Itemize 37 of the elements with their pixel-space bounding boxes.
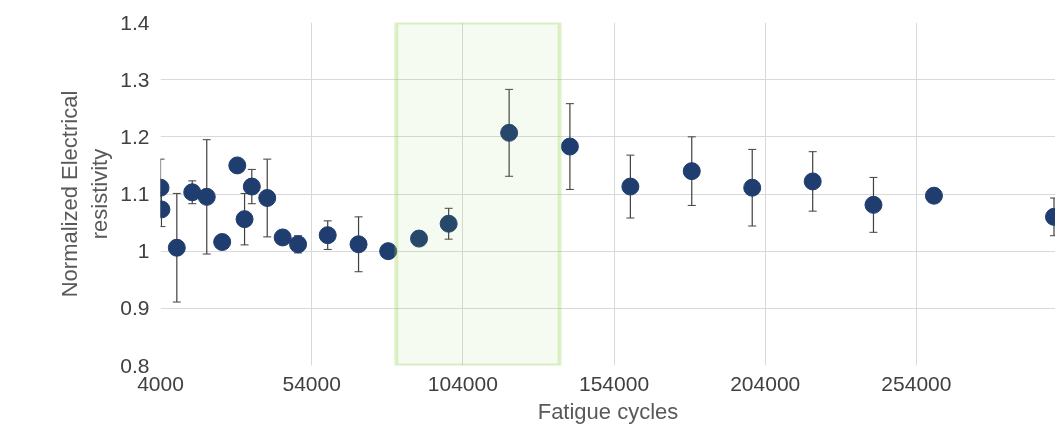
y-axis-title: Normalized Electrical resistivity bbox=[57, 90, 113, 298]
point bbox=[289, 235, 308, 254]
point bbox=[743, 178, 762, 197]
point bbox=[621, 177, 640, 196]
point bbox=[318, 226, 337, 245]
x-tick-label: 54000 bbox=[282, 371, 341, 395]
point bbox=[682, 162, 701, 181]
point bbox=[439, 214, 458, 233]
point bbox=[349, 235, 368, 254]
x-axis-title: Fatigue cycles bbox=[537, 398, 679, 424]
point bbox=[242, 177, 261, 196]
y-tick-label: 1 bbox=[137, 239, 150, 263]
x-tick-label: 104000 bbox=[427, 371, 498, 395]
point bbox=[258, 189, 277, 207]
point bbox=[167, 238, 186, 257]
point bbox=[560, 137, 579, 156]
point bbox=[924, 186, 943, 205]
point bbox=[235, 210, 254, 229]
point bbox=[410, 229, 429, 248]
point bbox=[273, 228, 292, 247]
point bbox=[803, 172, 822, 191]
point bbox=[500, 123, 519, 142]
x-tick-label: 204000 bbox=[730, 371, 801, 395]
point bbox=[213, 233, 232, 251]
y-tick-label: 0.9 bbox=[120, 296, 150, 320]
y-tick-label: 1.2 bbox=[120, 124, 150, 148]
point bbox=[197, 187, 216, 206]
x-tick-label: 254000 bbox=[881, 371, 952, 395]
point bbox=[183, 183, 202, 202]
y-tick-label: 0.8 bbox=[120, 353, 150, 377]
point bbox=[228, 156, 247, 175]
y-tick-label: 1.4 bbox=[120, 10, 150, 34]
point bbox=[379, 242, 398, 261]
x-tick-label: 154000 bbox=[579, 371, 650, 395]
y-tick-label: 1.3 bbox=[120, 67, 150, 91]
y-tick-label: 1.1 bbox=[120, 182, 150, 205]
point bbox=[864, 195, 883, 214]
